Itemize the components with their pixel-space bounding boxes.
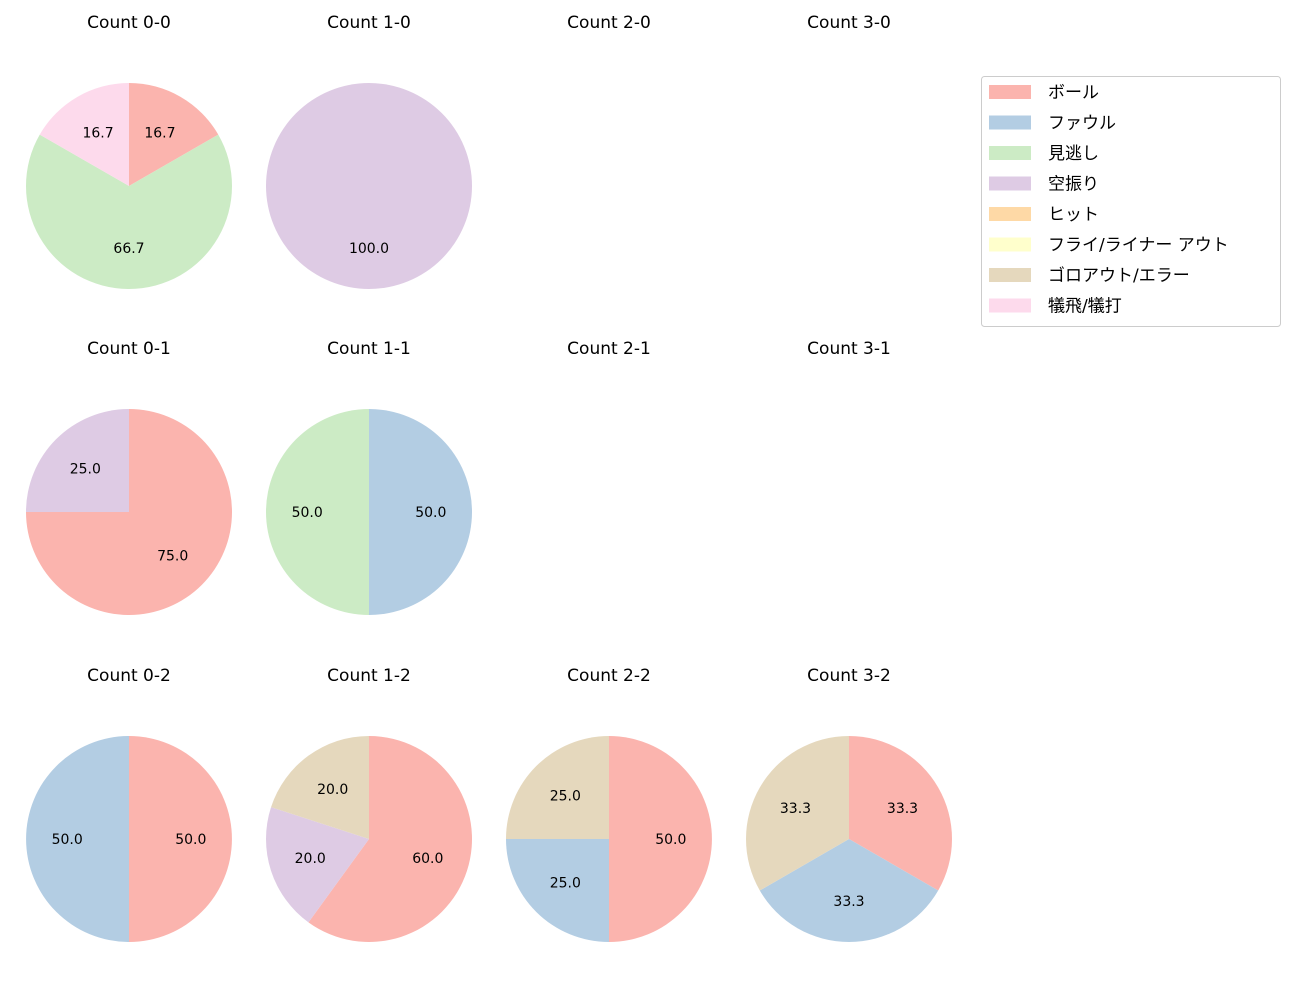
- pie-title: Count 3-2: [807, 666, 891, 686]
- pie-count-0-2: Count 0-2 50.0 50.0: [26, 666, 232, 942]
- pie-slice: [266, 807, 369, 923]
- pie-title: Count 2-0: [567, 13, 651, 33]
- slice-value-label: 16.7: [144, 125, 175, 141]
- pie-count-3-2: Count 3-2 33.3 33.3 33.3: [745, 666, 952, 942]
- pie-count-2-0: Count 2-0: [567, 13, 651, 33]
- pie-title: Count 3-0: [807, 13, 891, 33]
- slice-value-label: 33.3: [833, 894, 864, 910]
- pie-title: Count 1-0: [327, 13, 411, 33]
- legend-label: ヒット: [1048, 205, 1099, 225]
- legend-swatch: [989, 146, 1031, 160]
- pie-slice: [26, 409, 129, 512]
- slice-value-label: 50.0: [655, 832, 686, 848]
- pie-count-0-1: Count 0-1 75.0 25.0: [26, 339, 232, 615]
- pie-slice: [745, 736, 849, 891]
- pie-slice: [369, 409, 472, 615]
- pie-title: Count 2-2: [567, 666, 651, 686]
- pie-slice: [266, 409, 369, 615]
- slice-value-label: 75.0: [157, 549, 188, 565]
- pie-slice: [271, 736, 369, 839]
- pie-count-2-1: Count 2-1: [567, 339, 651, 359]
- legend-label: フライ/ライナー アウト: [1048, 236, 1229, 256]
- pie-count-2-2: Count 2-2 50.0 25.0 25.0: [506, 666, 712, 942]
- slice-value-label: 100.0: [349, 241, 389, 257]
- pie-title: Count 1-1: [327, 339, 411, 359]
- pie-count-0-0: Count 0-0 16.7 66.7 16.7: [25, 13, 232, 289]
- legend-swatch: [989, 85, 1031, 99]
- slice-value-label: 33.3: [780, 801, 811, 817]
- slice-value-label: 60.0: [412, 851, 443, 867]
- pie-title: Count 1-2: [327, 666, 411, 686]
- legend-label: ボール: [1048, 83, 1099, 103]
- slice-value-label: 66.7: [113, 241, 144, 257]
- slice-value-label: 20.0: [295, 851, 326, 867]
- slice-value-label: 25.0: [70, 461, 101, 477]
- pie-count-1-0: Count 1-0 100.0: [266, 13, 472, 289]
- legend-label: ゴロアウト/エラー: [1048, 265, 1190, 286]
- slice-value-label: 20.0: [317, 782, 348, 798]
- pie-slice: [759, 839, 939, 942]
- pie-slice: [609, 736, 712, 942]
- pie-slice: [849, 736, 952, 891]
- pie-title: Count 0-0: [87, 13, 171, 33]
- pie-slice: [39, 83, 129, 186]
- legend-label: 空振り: [1048, 175, 1099, 195]
- slice-value-label: 50.0: [415, 505, 446, 521]
- legend-swatch: [989, 207, 1031, 221]
- slice-value-label: 25.0: [550, 876, 581, 892]
- pie-title: Count 2-1: [567, 339, 651, 359]
- pie-title: Count 0-1: [87, 339, 171, 359]
- pie-slice: [25, 134, 232, 289]
- legend-label: 見逃し: [1048, 144, 1099, 164]
- legend-swatch: [989, 268, 1031, 282]
- pie-count-1-2: Count 1-2 60.0 20.0 20.0: [266, 666, 473, 942]
- slice-value-label: 50.0: [52, 832, 83, 848]
- legend-swatch: [989, 115, 1031, 130]
- pie-title: Count 3-1: [807, 339, 891, 359]
- pie-title: Count 0-2: [87, 666, 171, 686]
- legend-frame: [981, 76, 1281, 327]
- pie-count-1-1: Count 1-1 50.0 50.0: [266, 339, 472, 615]
- legend-swatch: [989, 176, 1031, 191]
- slice-value-label: 33.3: [887, 801, 918, 817]
- slice-value-label: 50.0: [175, 832, 206, 848]
- slice-value-label: 16.7: [82, 125, 113, 141]
- pie-slice: [506, 736, 609, 839]
- legend-swatch: [989, 237, 1031, 252]
- pie-slice: [266, 83, 472, 289]
- slice-value-label: 50.0: [292, 505, 323, 521]
- legend-label: 犠飛/犠打: [1048, 297, 1122, 317]
- pie-slice: [506, 839, 609, 942]
- pie-slice: [26, 736, 129, 942]
- pie-count-3-0: Count 3-0: [807, 13, 891, 33]
- pie-slice: [308, 736, 473, 942]
- legend-swatch: [989, 298, 1031, 313]
- pie-slice: [129, 83, 219, 186]
- pie-slice: [129, 736, 232, 942]
- slice-value-label: 25.0: [550, 788, 581, 804]
- pie-count-3-1: Count 3-1: [807, 339, 891, 359]
- legend-label: ファウル: [1048, 114, 1116, 134]
